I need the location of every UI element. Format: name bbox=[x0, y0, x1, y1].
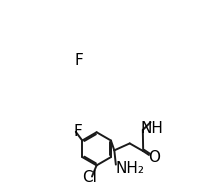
Text: NH₂: NH₂ bbox=[116, 161, 145, 176]
Text: O: O bbox=[149, 150, 161, 165]
Text: F: F bbox=[74, 53, 83, 68]
Text: Cl: Cl bbox=[83, 170, 97, 185]
Text: NH: NH bbox=[141, 120, 164, 135]
Text: F: F bbox=[73, 124, 82, 139]
